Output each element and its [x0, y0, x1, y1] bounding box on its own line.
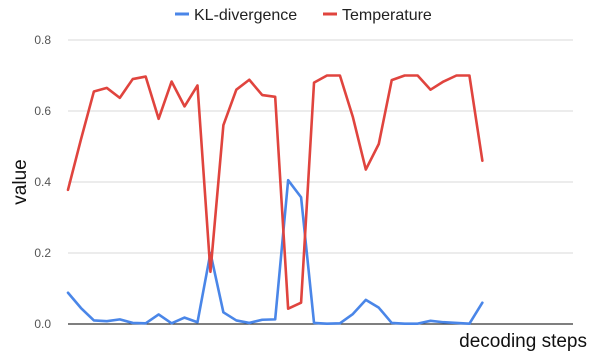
x-axis-label: decoding steps: [459, 331, 587, 352]
y-tick-labels: 0.0 0.2 0.4 0.6 0.8: [34, 33, 51, 331]
gridlines: [68, 39, 573, 325]
y-tick-label: 0.8: [34, 33, 51, 47]
y-tick-label: 0.6: [34, 104, 51, 118]
series-lines: [66, 74, 484, 325]
series-line-kl-divergence: [66, 178, 484, 325]
y-tick-label: 0.0: [34, 317, 51, 331]
series-line-temperature: [66, 74, 484, 311]
legend: KL-divergence Temperature: [175, 7, 432, 24]
y-tick-label: 0.2: [34, 246, 51, 260]
legend-label-temperature: Temperature: [342, 7, 432, 24]
legend-label-kl-divergence: KL-divergence: [194, 7, 297, 24]
y-tick-label: 0.4: [34, 175, 51, 189]
y-axis-label: value: [10, 159, 31, 204]
